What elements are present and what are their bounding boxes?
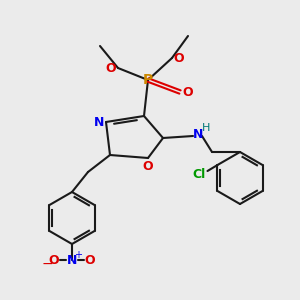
Text: +: + bbox=[74, 250, 82, 260]
Text: O: O bbox=[106, 62, 116, 76]
Text: O: O bbox=[174, 52, 184, 65]
Text: P: P bbox=[143, 73, 153, 87]
Text: N: N bbox=[67, 254, 77, 266]
Text: O: O bbox=[49, 254, 59, 266]
Text: Cl: Cl bbox=[193, 169, 206, 182]
Text: N: N bbox=[193, 128, 203, 140]
Text: N: N bbox=[94, 116, 104, 128]
Text: O: O bbox=[143, 160, 153, 172]
Text: −: − bbox=[41, 257, 53, 271]
Text: O: O bbox=[183, 86, 193, 100]
Text: H: H bbox=[202, 123, 210, 133]
Text: O: O bbox=[85, 254, 95, 266]
